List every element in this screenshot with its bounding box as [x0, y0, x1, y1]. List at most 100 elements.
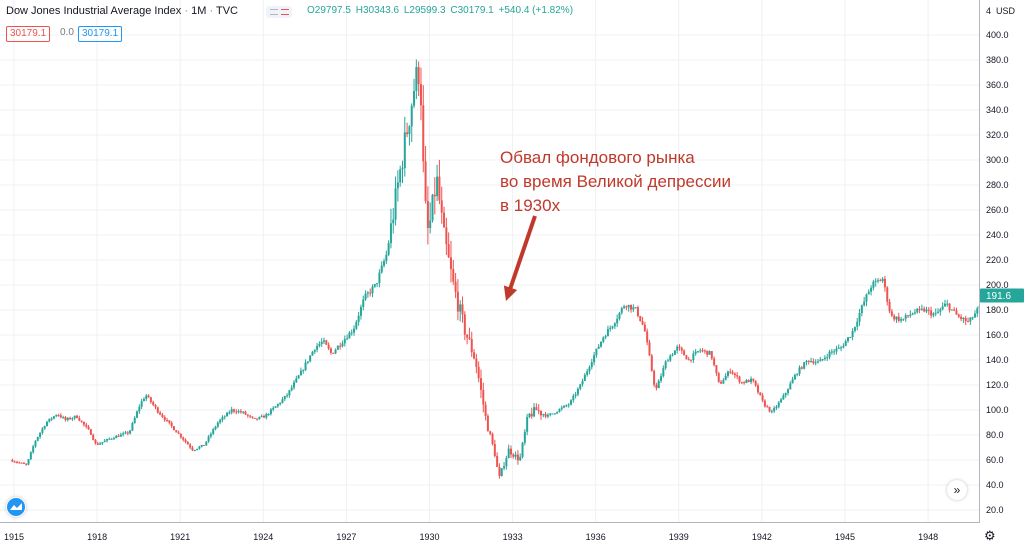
candle-body: [422, 105, 425, 162]
tradingview-logo-icon[interactable]: [6, 497, 26, 517]
candle-body: [593, 355, 596, 363]
y-tick-label: 80.0: [986, 430, 1004, 440]
candle-body: [539, 410, 542, 416]
candle: [212, 427, 215, 436]
candle: [71, 417, 74, 422]
candle: [431, 193, 434, 223]
candle: [424, 146, 427, 204]
candle-body: [329, 348, 332, 353]
candle: [406, 122, 409, 138]
candle: [226, 411, 229, 417]
candle: [364, 290, 367, 301]
candle: [124, 430, 127, 435]
candle-body: [526, 416, 529, 432]
candle-body: [156, 407, 159, 413]
candle-body: [59, 415, 62, 418]
current-price-label: 191.6: [986, 291, 1011, 302]
candle-body: [537, 410, 540, 412]
candle: [399, 165, 402, 187]
candle: [486, 413, 489, 432]
candle-body: [272, 407, 275, 410]
candle-body: [309, 355, 312, 362]
candle-body: [523, 431, 526, 443]
candle-body: [175, 430, 178, 433]
candle: [503, 462, 506, 471]
candle-body: [830, 351, 833, 353]
candle-body: [969, 317, 972, 322]
candle-body: [957, 314, 960, 317]
candle: [230, 406, 233, 415]
candle: [154, 403, 157, 410]
candle: [810, 357, 813, 363]
candle-body: [768, 406, 771, 412]
candle: [724, 373, 727, 381]
candle: [546, 413, 549, 419]
candle: [593, 352, 596, 366]
candle: [639, 315, 642, 322]
candle-body: [477, 366, 480, 379]
candle: [784, 392, 787, 398]
candle: [881, 276, 884, 283]
candle-body: [394, 188, 397, 220]
buy-price-button[interactable]: 30179.1: [78, 26, 123, 42]
compare-toggle-button[interactable]: [266, 6, 292, 18]
candle: [389, 208, 392, 249]
candle: [835, 345, 838, 355]
candle: [392, 207, 395, 234]
candle-body: [505, 458, 508, 467]
y-tick-label: 260.0: [986, 205, 1009, 215]
candle: [805, 359, 808, 366]
candle-body: [304, 362, 307, 371]
candle-body: [57, 415, 60, 417]
candle: [34, 440, 37, 448]
candle: [586, 368, 589, 377]
candle-body: [627, 304, 630, 308]
candle: [821, 358, 824, 362]
candle-body: [556, 411, 559, 414]
candle-body: [392, 219, 395, 224]
candle: [701, 347, 704, 353]
candle-body: [900, 319, 903, 321]
ohlc-values: O29797.5 H30343.6 L29599.3 C30179.1 +540…: [307, 5, 575, 16]
candle: [13, 460, 16, 463]
candle: [383, 258, 386, 268]
candle: [634, 306, 637, 309]
usd-label: USD: [996, 6, 1016, 16]
candle-body: [754, 380, 757, 386]
candle: [80, 420, 83, 423]
candle-body: [376, 283, 379, 285]
candle: [660, 373, 663, 383]
candle: [713, 356, 716, 367]
candle-body: [666, 360, 669, 362]
candle: [549, 412, 552, 417]
candle-body: [837, 347, 840, 349]
y-tick-label: 400.0: [986, 30, 1009, 40]
candle-body: [777, 402, 780, 407]
candle-body: [558, 408, 561, 412]
sell-price-button[interactable]: 30179.1: [6, 26, 51, 42]
candle: [971, 316, 974, 320]
candle: [293, 379, 296, 390]
double-chevron-right-icon[interactable]: »: [947, 480, 967, 500]
candle: [41, 427, 44, 435]
candle-body: [283, 395, 286, 400]
x-tick-label: 1921: [170, 532, 190, 542]
gear-icon[interactable]: ⚙: [984, 528, 996, 543]
interval-label[interactable]: 1M: [191, 5, 207, 17]
candle-body: [383, 261, 386, 266]
candle: [516, 450, 519, 465]
candle-body: [533, 407, 536, 417]
candle-body: [396, 182, 399, 189]
candle-body: [138, 406, 141, 412]
candle-body: [237, 411, 240, 413]
symbol-header[interactable]: Dow Jones Industrial Average Index · 1M …: [6, 5, 238, 17]
candle-body: [793, 374, 796, 380]
candle: [890, 309, 893, 317]
candle: [535, 403, 538, 411]
candle: [438, 159, 441, 205]
candle: [99, 441, 102, 445]
candle-body: [154, 404, 157, 408]
candle: [934, 308, 937, 317]
